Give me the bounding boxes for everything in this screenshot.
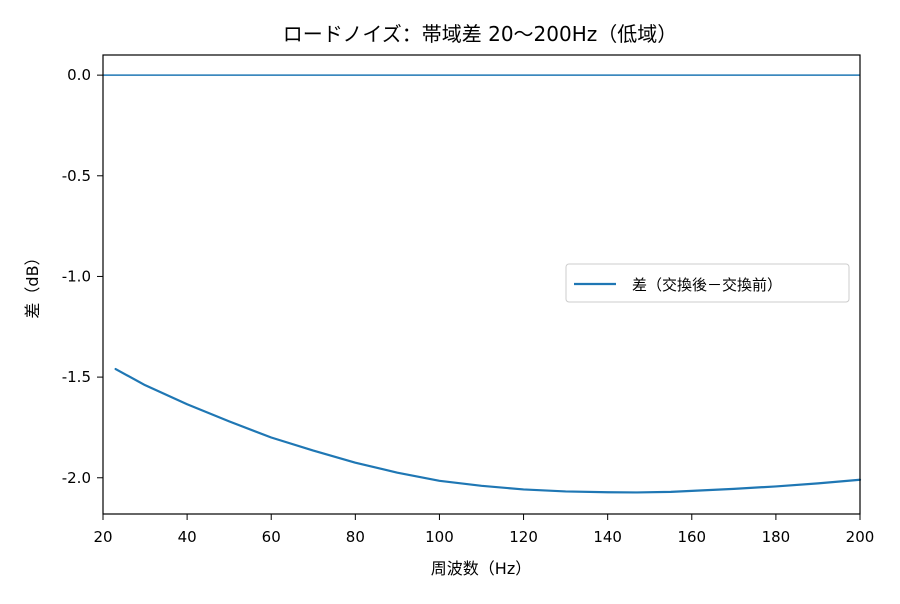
x-axis-label: 周波数（Hz） bbox=[431, 559, 531, 578]
y-axis-label: 差（dB） bbox=[23, 249, 42, 318]
x-tick-label: 140 bbox=[593, 528, 622, 546]
x-tick-label: 60 bbox=[262, 528, 281, 546]
y-tick-label: -2.0 bbox=[62, 469, 91, 487]
y-tick-label: -0.5 bbox=[62, 167, 91, 185]
chart-title: ロードノイズ：帯域差 20〜200Hz（低域） bbox=[283, 22, 678, 46]
x-tick-label: 160 bbox=[677, 528, 706, 546]
legend: 差（交換後－交換前） bbox=[566, 264, 849, 302]
legend-label: 差（交換後－交換前） bbox=[632, 276, 782, 294]
x-tick-label: 180 bbox=[762, 528, 791, 546]
y-tick-label: 0.0 bbox=[67, 66, 91, 84]
x-tick-label: 100 bbox=[425, 528, 454, 546]
x-tick-label: 200 bbox=[846, 528, 875, 546]
x-tick-label: 20 bbox=[93, 528, 112, 546]
x-tick-label: 40 bbox=[178, 528, 197, 546]
x-tick-label: 120 bbox=[509, 528, 538, 546]
x-tick-label: 80 bbox=[346, 528, 365, 546]
y-tick-label: -1.5 bbox=[62, 368, 91, 386]
y-tick-label: -1.0 bbox=[62, 267, 91, 285]
